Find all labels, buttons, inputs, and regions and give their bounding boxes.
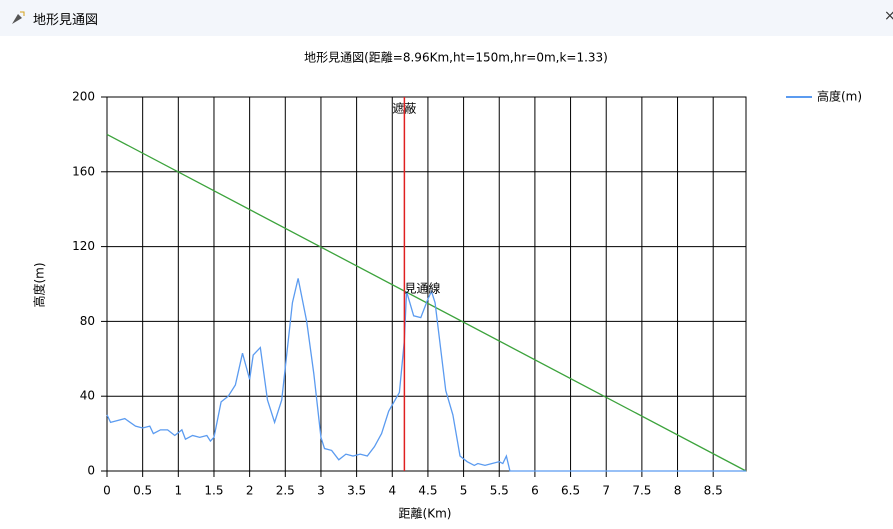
window-title: 地形見通図 <box>33 13 99 28</box>
x-tick-label: 4 <box>388 484 396 498</box>
close-button[interactable]: × <box>884 8 893 24</box>
y-axis-label: 高度(m) <box>32 262 47 307</box>
x-axis-label: 距離(Km) <box>399 507 452 521</box>
app-icon <box>12 11 25 24</box>
y-tick-label: 120 <box>72 239 95 253</box>
x-tick-label: 5.5 <box>490 484 509 498</box>
obstruction-label: 遮蔽 <box>392 101 416 116</box>
x-tick-label: 5 <box>460 484 468 498</box>
sight-line-label: 見通線 <box>404 281 440 296</box>
x-tick-label: 1.5 <box>204 484 223 498</box>
x-tick-label: 7.5 <box>632 484 651 498</box>
y-tick-label: 200 <box>72 90 95 104</box>
x-tick-label: 6.5 <box>561 484 580 498</box>
chart-title: 地形見通図(距離=8.96Km,ht=150m,hr=0m,k=1.33) <box>304 51 608 65</box>
x-tick-label: 6 <box>531 484 539 498</box>
plot-frame <box>106 96 747 472</box>
x-tick-label: 8 <box>674 484 682 498</box>
y-tick-label: 0 <box>87 464 95 478</box>
x-tick-label: 4.5 <box>418 484 437 498</box>
x-tick-label: 2.5 <box>276 484 295 498</box>
x-tick-label: 1 <box>174 484 182 498</box>
legend-label: 高度(m) <box>817 89 862 104</box>
title-bar: 地形見通図 × <box>0 0 893 36</box>
x-tick-label: 3 <box>317 484 325 498</box>
chart: 地形見通図(距離=8.96Km,ht=150m,hr=0m,k=1.33) 距離… <box>32 51 863 521</box>
y-tick-label: 40 <box>80 389 95 403</box>
x-tick-label: 0.5 <box>133 484 152 498</box>
x-tick-label: 3.5 <box>347 484 366 498</box>
x-tick-label: 8.5 <box>704 484 723 498</box>
y-tick-label: 160 <box>72 164 95 178</box>
series-line <box>106 278 746 472</box>
x-tick-label: 0 <box>103 484 111 498</box>
x-tick-label: 2 <box>246 484 254 498</box>
y-tick-label: 80 <box>80 314 95 328</box>
x-tick-label: 7 <box>602 484 610 498</box>
